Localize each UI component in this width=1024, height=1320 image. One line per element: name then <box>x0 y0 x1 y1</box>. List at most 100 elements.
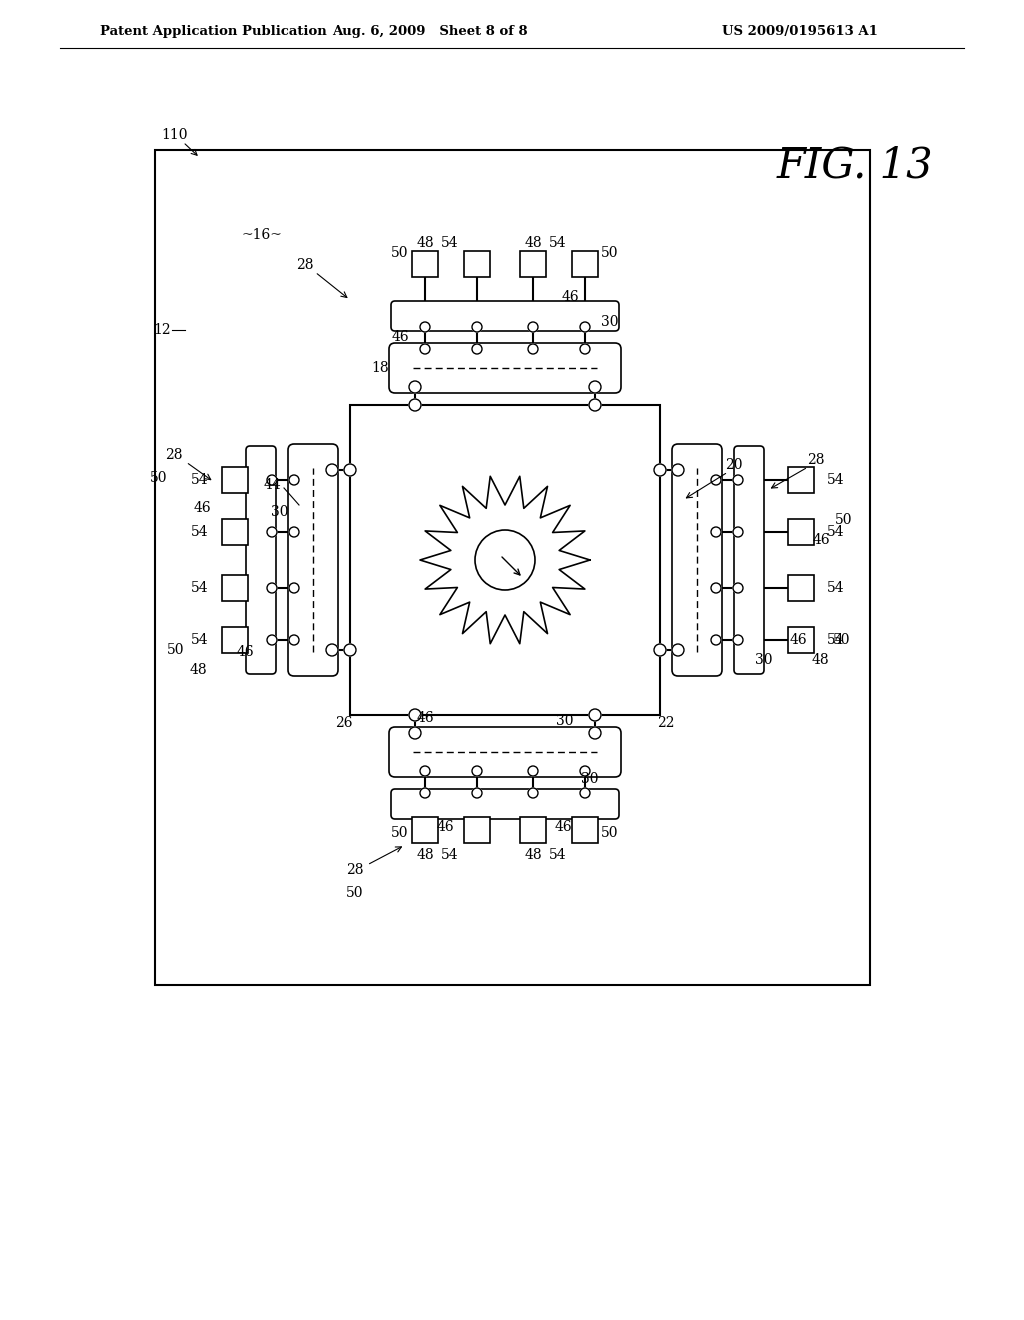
Text: 54: 54 <box>191 525 209 539</box>
Text: 50: 50 <box>346 886 364 900</box>
Text: 28: 28 <box>165 447 182 462</box>
Bar <box>464 251 490 277</box>
Circle shape <box>289 635 299 645</box>
Text: 46: 46 <box>194 502 211 515</box>
Text: 28: 28 <box>346 863 364 876</box>
Circle shape <box>580 322 590 333</box>
FancyBboxPatch shape <box>389 343 621 393</box>
Text: ~16~: ~16~ <box>242 228 283 242</box>
Circle shape <box>409 709 421 721</box>
Circle shape <box>420 766 430 776</box>
Circle shape <box>589 381 601 393</box>
Circle shape <box>589 709 601 721</box>
Text: 46: 46 <box>790 634 807 647</box>
Circle shape <box>409 399 421 411</box>
Bar <box>222 576 248 601</box>
Bar <box>222 627 248 653</box>
Circle shape <box>589 399 601 411</box>
Circle shape <box>733 635 743 645</box>
Circle shape <box>528 788 538 799</box>
Text: 50: 50 <box>836 513 853 527</box>
Text: Aug. 6, 2009   Sheet 8 of 8: Aug. 6, 2009 Sheet 8 of 8 <box>332 25 527 38</box>
Text: 54: 54 <box>827 473 845 487</box>
Circle shape <box>580 766 590 776</box>
Bar <box>155 150 870 985</box>
Circle shape <box>472 345 482 354</box>
Circle shape <box>654 465 666 477</box>
Text: 30: 30 <box>582 772 599 785</box>
Bar <box>572 817 598 843</box>
Text: 50: 50 <box>391 826 409 840</box>
FancyBboxPatch shape <box>672 444 722 676</box>
Bar <box>222 467 248 492</box>
Text: 46: 46 <box>812 533 829 546</box>
Text: 46: 46 <box>237 645 254 659</box>
Circle shape <box>326 465 338 477</box>
Bar <box>520 817 546 843</box>
Circle shape <box>733 475 743 484</box>
Circle shape <box>289 527 299 537</box>
Text: 54: 54 <box>191 581 209 595</box>
Text: 28: 28 <box>296 257 313 272</box>
Text: 54: 54 <box>827 525 845 539</box>
Circle shape <box>528 766 538 776</box>
FancyBboxPatch shape <box>288 444 338 676</box>
Circle shape <box>472 788 482 799</box>
Circle shape <box>267 583 278 593</box>
Circle shape <box>420 788 430 799</box>
Text: 54: 54 <box>549 847 567 862</box>
Bar <box>350 405 660 715</box>
Text: 46: 46 <box>391 330 409 345</box>
Circle shape <box>580 788 590 799</box>
Circle shape <box>409 727 421 739</box>
Text: 46: 46 <box>416 711 434 725</box>
Text: 18: 18 <box>371 360 389 375</box>
Circle shape <box>654 644 666 656</box>
Circle shape <box>289 475 299 484</box>
Text: 54: 54 <box>827 581 845 595</box>
Text: 46: 46 <box>561 290 579 304</box>
Text: 50: 50 <box>834 634 851 647</box>
Text: 54: 54 <box>549 236 567 249</box>
Circle shape <box>711 475 721 484</box>
Text: 28: 28 <box>807 453 824 467</box>
Text: 48: 48 <box>416 847 434 862</box>
Text: 30: 30 <box>556 714 573 729</box>
Bar <box>788 519 814 545</box>
Circle shape <box>528 322 538 333</box>
Circle shape <box>472 766 482 776</box>
Text: 30: 30 <box>756 653 773 667</box>
Text: FIG. 13: FIG. 13 <box>776 144 933 186</box>
Circle shape <box>672 465 684 477</box>
Circle shape <box>326 644 338 656</box>
Text: 30: 30 <box>601 315 618 329</box>
Text: 46: 46 <box>436 820 454 834</box>
Text: 48: 48 <box>811 653 828 667</box>
Text: 48: 48 <box>189 663 207 677</box>
Circle shape <box>267 635 278 645</box>
Circle shape <box>589 727 601 739</box>
Bar <box>222 519 248 545</box>
Text: 54: 54 <box>441 236 459 249</box>
Text: 50: 50 <box>601 246 618 260</box>
Bar <box>464 817 490 843</box>
Circle shape <box>711 635 721 645</box>
Bar <box>788 576 814 601</box>
Text: 50: 50 <box>151 471 168 484</box>
Text: US 2009/0195613 A1: US 2009/0195613 A1 <box>722 25 878 38</box>
Text: 30: 30 <box>271 506 289 519</box>
Circle shape <box>289 583 299 593</box>
FancyBboxPatch shape <box>246 446 276 675</box>
Text: 48: 48 <box>524 847 542 862</box>
FancyBboxPatch shape <box>391 301 618 331</box>
Circle shape <box>420 345 430 354</box>
Bar <box>412 251 438 277</box>
Text: 50: 50 <box>391 246 409 260</box>
Text: 26: 26 <box>335 715 352 730</box>
Text: 54: 54 <box>441 847 459 862</box>
Bar <box>788 467 814 492</box>
Text: 48: 48 <box>416 236 434 249</box>
Circle shape <box>344 465 356 477</box>
Circle shape <box>528 345 538 354</box>
Text: 48: 48 <box>524 236 542 249</box>
